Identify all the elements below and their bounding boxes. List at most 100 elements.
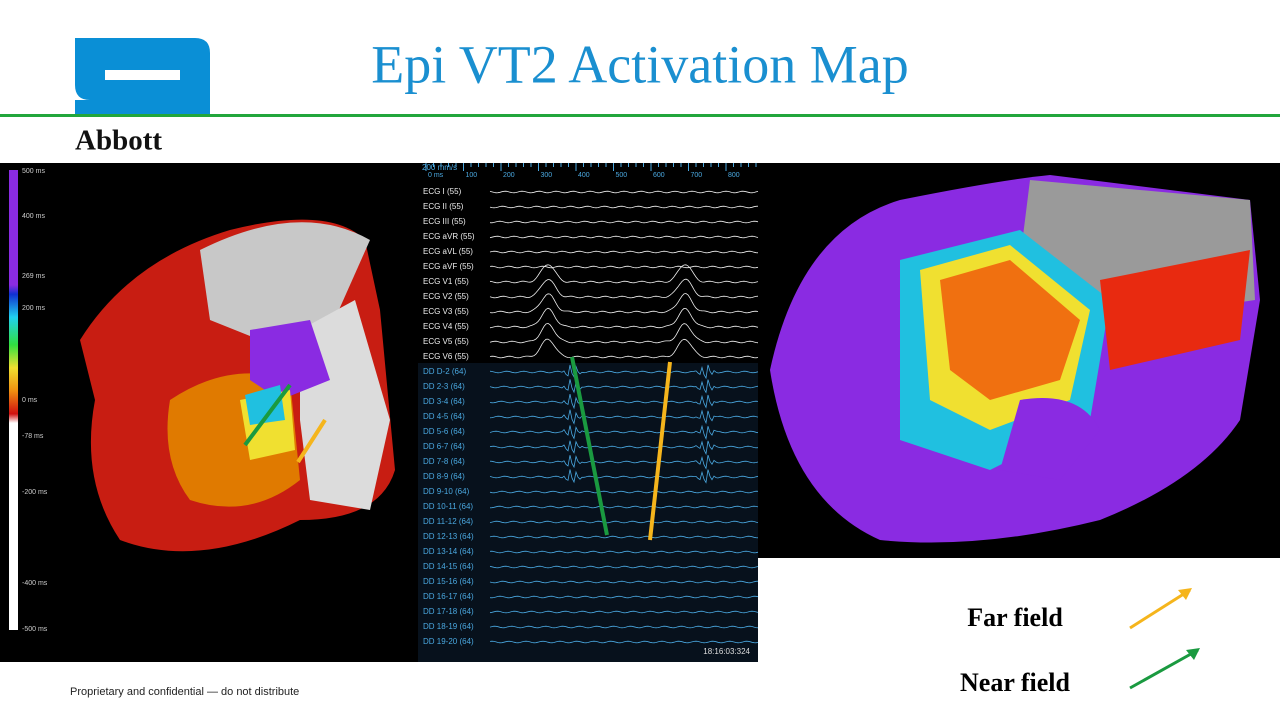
trace (489, 205, 759, 209)
channel-label: DD 7-8 (64) (423, 457, 465, 466)
channel-label: DD 2-3 (64) (423, 382, 465, 391)
channel-label: ECG V2 (55) (423, 292, 469, 301)
trace (489, 338, 759, 359)
trace (489, 278, 759, 299)
trace (489, 394, 759, 410)
channel-label: DD 18-19 (64) (423, 622, 474, 631)
footer: Proprietary and confidential — do not di… (70, 686, 299, 698)
channel-label: DD 17-18 (64) (423, 607, 474, 616)
left-heart (80, 219, 395, 552)
right-heart (770, 175, 1260, 543)
color-bar (9, 170, 18, 630)
slide-title: Epi VT2 Activation Map (371, 34, 908, 94)
colorbar-label: -500 ms (22, 626, 48, 633)
timestamp: 18:16:03:324 (703, 647, 750, 656)
trace (489, 379, 759, 394)
time-tick: 0 ms (428, 172, 444, 179)
colorbar-label: 400 ms (22, 213, 45, 220)
trace (489, 580, 759, 584)
trace (489, 625, 759, 629)
far-field-arrow (648, 361, 672, 541)
arrowhead (1178, 588, 1192, 600)
trace (489, 550, 759, 554)
time-tick: 700 (691, 172, 703, 179)
channel-label: ECG aVL (55) (423, 247, 473, 256)
trace (489, 610, 759, 614)
trace (489, 265, 759, 269)
trace (489, 454, 759, 470)
trace (489, 322, 759, 344)
channel-label: DD 8-9 (64) (423, 472, 465, 481)
trace (489, 469, 759, 484)
trace (489, 505, 759, 509)
channel-label: DD 10-11 (64) (423, 502, 473, 511)
colorbar-label: -78 ms (22, 433, 44, 440)
channel-label: ECG V4 (55) (423, 322, 469, 331)
channel-label: DD 9-10 (64) (423, 487, 470, 496)
trace (489, 364, 759, 380)
channel-label: ECG aVR (55) (423, 232, 475, 241)
channel-label: DD 19-20 (64) (423, 637, 474, 646)
trace (489, 595, 759, 599)
channel-label: ECG aVF (55) (423, 262, 474, 271)
time-tick: 100 (466, 172, 478, 179)
egm-speed: 200 mm/s (422, 163, 457, 172)
channel-label: DD 6-7 (64) (423, 442, 465, 451)
divider (0, 114, 1280, 117)
arrowhead (1186, 648, 1200, 660)
trace (489, 520, 759, 524)
channel-label: DD 14-15 (64) (423, 562, 474, 571)
channel-label: ECG II (55) (423, 202, 464, 211)
trace (489, 565, 759, 569)
channel-label: ECG V6 (55) (423, 352, 469, 361)
trace (489, 490, 759, 494)
channel-label: ECG V1 (55) (423, 277, 469, 286)
time-tick: 400 (578, 172, 590, 179)
time-tick: 600 (653, 172, 665, 179)
time-tick: 200 (503, 172, 515, 179)
trace (489, 220, 759, 224)
legend-far-arrow (1129, 588, 1191, 630)
channel-label: ECG V3 (55) (423, 307, 469, 316)
trace (489, 307, 759, 329)
trace (489, 264, 759, 284)
logo-text: Abbott (75, 125, 162, 157)
colorbar-label: -400 ms (22, 580, 48, 587)
channel-label: DD 16-17 (64) (423, 592, 474, 601)
colorbar-label: -200 ms (22, 489, 48, 496)
time-tick: 500 (616, 172, 628, 179)
channel-label: DD 13-14 (64) (423, 547, 474, 556)
channel-label: DD 3-4 (64) (423, 397, 465, 406)
colorbar-label: 500 ms (22, 168, 45, 175)
logo (75, 38, 210, 115)
legend-label: Near field (960, 668, 1071, 697)
trace (489, 640, 759, 644)
channel-label: DD D-2 (64) (423, 367, 466, 376)
channel-label: ECG III (55) (423, 217, 466, 226)
trace (489, 440, 759, 456)
channel-label: DD 4-5 (64) (423, 412, 465, 421)
trace (489, 535, 759, 539)
channel-label: DD 5-6 (64) (423, 427, 465, 436)
ecg-area (418, 163, 758, 363)
trace (489, 424, 759, 441)
time-tick: 300 (541, 172, 553, 179)
trace (489, 293, 759, 314)
colorbar-label: 200 ms (22, 305, 45, 312)
trace (489, 250, 759, 254)
near-field-arrow (243, 383, 292, 447)
channel-label: DD 11-12 (64) (423, 517, 473, 526)
near-field-arrow (570, 356, 609, 536)
colorbar-label: 0 ms (22, 397, 38, 404)
channel-label: ECG I (55) (423, 187, 462, 196)
channel-label: DD 12-13 (64) (423, 532, 474, 541)
channel-label: DD 15-16 (64) (423, 577, 474, 586)
trace (489, 409, 759, 425)
legend-label: Far field (967, 603, 1063, 632)
colorbar-label: 269 ms (22, 273, 45, 280)
channel-label: ECG V5 (55) (423, 337, 469, 346)
trace (489, 190, 759, 194)
trace (489, 235, 759, 239)
